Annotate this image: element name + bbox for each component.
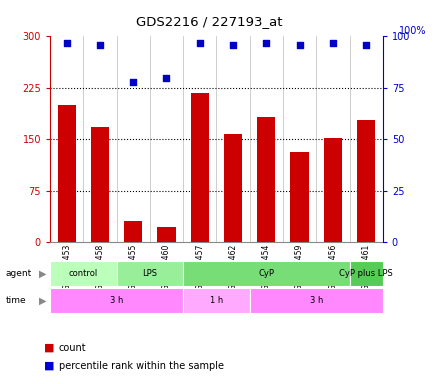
Point [163, 74, 170, 81]
Bar [224, 134, 242, 242]
Point [296, 41, 302, 48]
Text: 1 h: 1 h [209, 296, 223, 305]
Text: percentile rank within the sample: percentile rank within the sample [59, 361, 223, 371]
Bar [323, 138, 341, 242]
Text: ■: ■ [43, 361, 54, 371]
Bar [190, 93, 208, 242]
Text: CyP plus LPS: CyP plus LPS [339, 269, 392, 278]
Text: 3 h: 3 h [110, 296, 123, 305]
Point [262, 40, 269, 46]
Text: GDS2216 / 227193_at: GDS2216 / 227193_at [135, 15, 281, 28]
Point [96, 41, 103, 48]
Bar [349, 261, 382, 286]
Bar [157, 227, 175, 242]
Text: LPS: LPS [142, 269, 157, 278]
Bar [116, 261, 183, 286]
Point [196, 40, 203, 46]
Bar [256, 117, 275, 242]
Text: 3 h: 3 h [309, 296, 322, 305]
Bar [57, 105, 76, 242]
Bar [249, 288, 382, 313]
Text: time: time [6, 296, 26, 305]
Text: control: control [69, 269, 98, 278]
Point [63, 40, 70, 46]
Bar [183, 261, 349, 286]
Point [229, 41, 236, 48]
Text: ■: ■ [43, 343, 54, 353]
Bar [124, 222, 142, 242]
Bar [50, 288, 183, 313]
Point [329, 40, 335, 46]
Point [129, 79, 136, 85]
Text: ▶: ▶ [39, 268, 46, 278]
Bar [183, 288, 249, 313]
Text: count: count [59, 343, 86, 353]
Bar [290, 152, 308, 242]
Point [362, 41, 369, 48]
Text: ▶: ▶ [39, 295, 46, 305]
Text: agent: agent [6, 269, 32, 278]
Text: 100%: 100% [398, 26, 425, 36]
Bar [356, 120, 375, 242]
Bar [50, 261, 116, 286]
Text: CyP: CyP [258, 269, 274, 278]
Bar [91, 127, 109, 242]
